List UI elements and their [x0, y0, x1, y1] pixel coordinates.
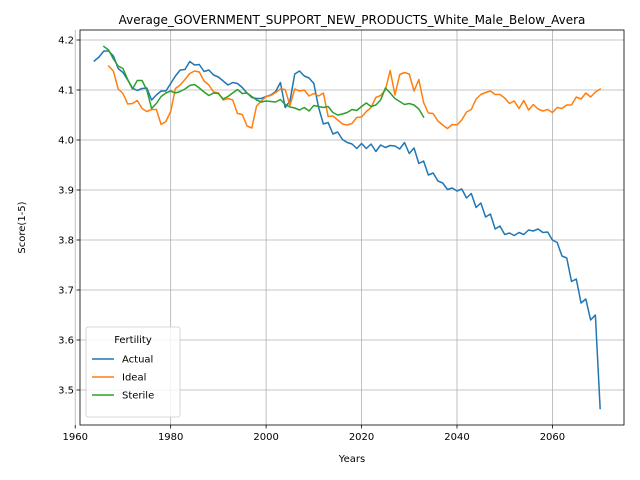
legend-label-sterile: Sterile	[122, 391, 154, 402]
x-axis-label: Years	[338, 454, 365, 465]
chart-title: Average_GOVERNMENT_SUPPORT_NEW_PRODUCTS_…	[119, 13, 586, 27]
y-tick-label: 3.5	[58, 386, 74, 397]
x-tick-label: 2040	[444, 432, 469, 443]
legend-label-actual: Actual	[122, 355, 153, 366]
series-line-ideal	[107, 64, 602, 130]
x-tick-label: 2060	[540, 432, 565, 443]
x-tick-label: 2000	[253, 432, 278, 443]
series-line-actual	[93, 50, 601, 410]
x-tick-label: 1960	[63, 432, 88, 443]
legend: Fertility Actual Ideal Sterile	[85, 326, 181, 418]
x-tick-label: 1980	[158, 432, 183, 443]
y-tick-label: 4.2	[58, 36, 74, 47]
y-tick-label: 3.7	[58, 286, 74, 297]
y-tick-label: 4.1	[58, 86, 74, 97]
series-line-sterile	[102, 45, 425, 119]
y-tick-label: 3.8	[58, 236, 74, 247]
legend-label-ideal: Ideal	[122, 373, 146, 384]
y-axis-label: Score(1-5)	[17, 201, 28, 253]
legend-items: Actual Ideal Sterile	[92, 355, 154, 402]
y-tick-label: 3.6	[58, 336, 74, 347]
legend-title: Fertility	[114, 335, 152, 346]
x-axis-ticks: 1960 1980 2000 2020 2040 2060	[63, 425, 565, 443]
y-tick-label: 4.0	[58, 136, 74, 147]
y-tick-label: 3.9	[58, 186, 74, 197]
y-axis-ticks: 3.5 3.6 3.7 3.8 3.9 4.0 4.1 4.2	[58, 36, 80, 397]
plot-frame	[79, 29, 625, 426]
x-tick-label: 2020	[349, 432, 374, 443]
plot-lines	[93, 45, 602, 410]
